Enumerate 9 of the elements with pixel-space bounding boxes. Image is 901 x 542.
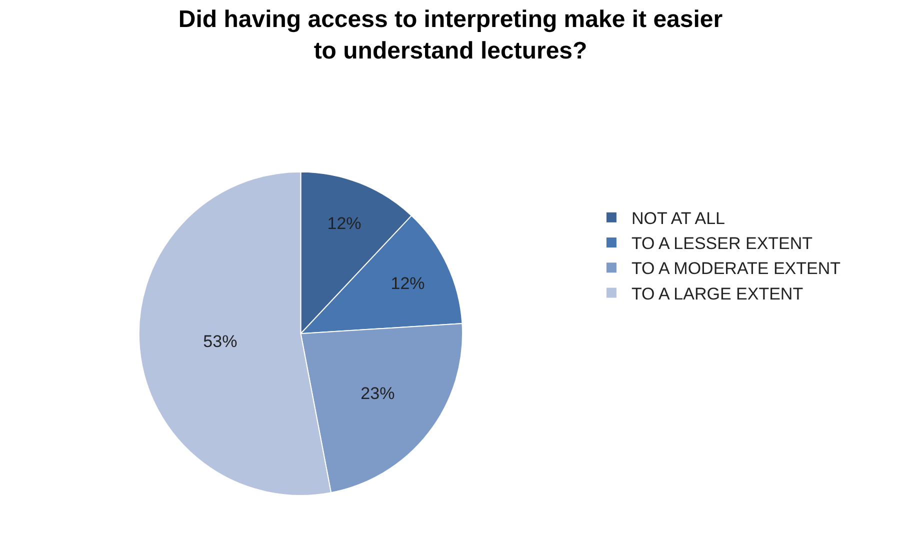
- legend-label: TO A MODERATE EXTENT: [631, 259, 841, 278]
- chart-title: Did having access to interpreting make it easier to understand lectures?: [178, 6, 723, 64]
- data-label: 23%: [360, 384, 395, 403]
- legend-label: NOT AT ALL: [631, 209, 726, 228]
- data-label: 12%: [390, 274, 425, 293]
- data-label: 53%: [203, 332, 238, 351]
- legend-label: TO A LARGE EXTENT: [631, 284, 804, 304]
- data-label: 12%: [327, 214, 362, 234]
- legend-label: TO A LESSER EXTENT: [631, 234, 813, 254]
